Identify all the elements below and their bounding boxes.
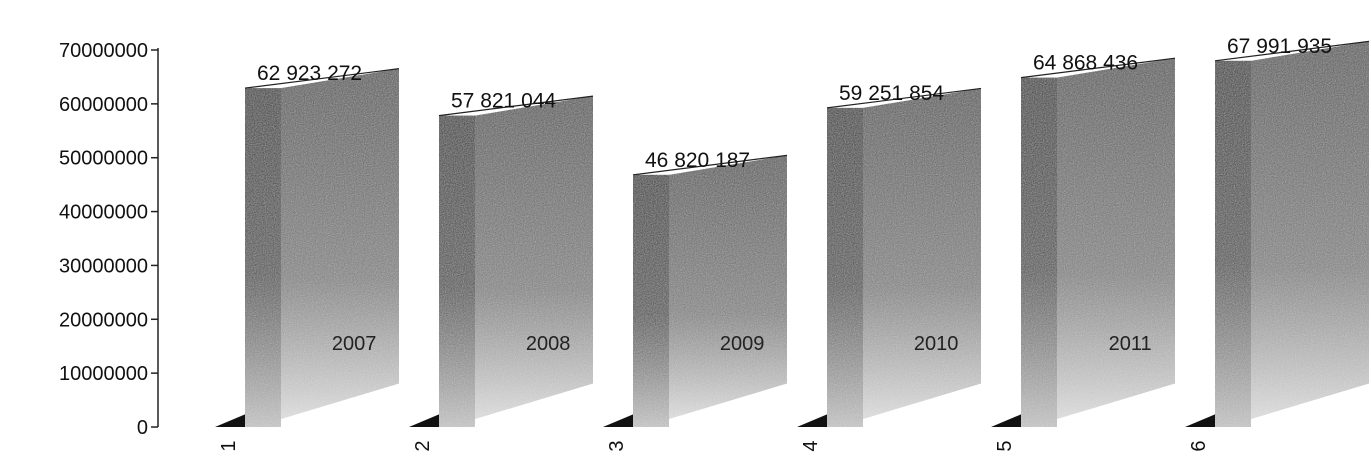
category-label: 2 [412, 440, 434, 451]
bar-floor-shadow [603, 411, 641, 427]
bar-side-face [1251, 41, 1369, 420]
category-label: 5 [994, 440, 1016, 451]
data-label: 46 820 187 [645, 149, 750, 172]
year-label: 2010 [914, 333, 959, 355]
bar-side-face [1057, 58, 1175, 419]
year-label: 2007 [332, 333, 377, 355]
y-tick-label: 50000000 [59, 148, 148, 170]
category-label: 3 [606, 440, 628, 451]
bar [991, 57, 1176, 427]
bar-floor-shadow [215, 411, 253, 427]
bar-floor-shadow [409, 411, 447, 427]
category-label: 1 [218, 440, 240, 451]
bar [603, 154, 788, 427]
category-label: 4 [800, 440, 822, 451]
bar-floor-shadow [797, 411, 835, 427]
y-tick-label: 30000000 [59, 255, 148, 277]
y-tick-label: 60000000 [59, 94, 148, 116]
bar-floor-shadow [991, 411, 1029, 427]
bar-floor-shadow [1185, 411, 1223, 427]
data-label: 59 251 854 [839, 82, 944, 105]
y-tick-label: 10000000 [59, 363, 148, 385]
bar [409, 95, 594, 427]
bar-top-edge [826, 87, 982, 109]
data-label: 57 821 044 [451, 90, 556, 113]
bar-side-face [863, 88, 981, 419]
data-label: 64 868 436 [1033, 52, 1138, 75]
bar-side-face [475, 96, 593, 419]
year-label: 2008 [526, 333, 571, 355]
y-tick-label: 0 [137, 417, 148, 439]
bar-front-face [439, 115, 475, 427]
bar-front-face [633, 174, 669, 427]
year-label: 2011 [1109, 333, 1152, 355]
y-axis: 0 10000000 20000000 30000000 40000000 5000000… [59, 40, 159, 439]
bars-group [215, 40, 1370, 428]
bar-side-face [669, 155, 787, 419]
y-tick-label: 40000000 [59, 202, 148, 224]
labels-group: 62 923 272 2007 1 57 821 044 2008 2 46 820 187… [218, 35, 1332, 452]
category-label: 6 [1188, 440, 1210, 451]
y-tick-label: 20000000 [59, 309, 148, 331]
bar-top-edge [1020, 57, 1176, 79]
data-label: 67 991 935 [1227, 35, 1332, 58]
data-label: 62 923 272 [257, 62, 362, 85]
bar-front-face [245, 88, 281, 428]
bar-top-edge [244, 68, 400, 89]
bar [215, 68, 400, 428]
bar-front-face [1021, 77, 1057, 427]
bar [797, 87, 982, 427]
bar-front-face [827, 107, 863, 427]
bar [1185, 40, 1370, 427]
bar-top-edge [632, 154, 788, 176]
y-tick-label: 70000000 [59, 40, 148, 62]
bar-top-edge [1214, 40, 1370, 62]
year-label: 2009 [720, 333, 765, 355]
bar-side-face [281, 68, 399, 419]
bar-top-edge [438, 95, 594, 117]
bar-front-face [1215, 60, 1251, 427]
